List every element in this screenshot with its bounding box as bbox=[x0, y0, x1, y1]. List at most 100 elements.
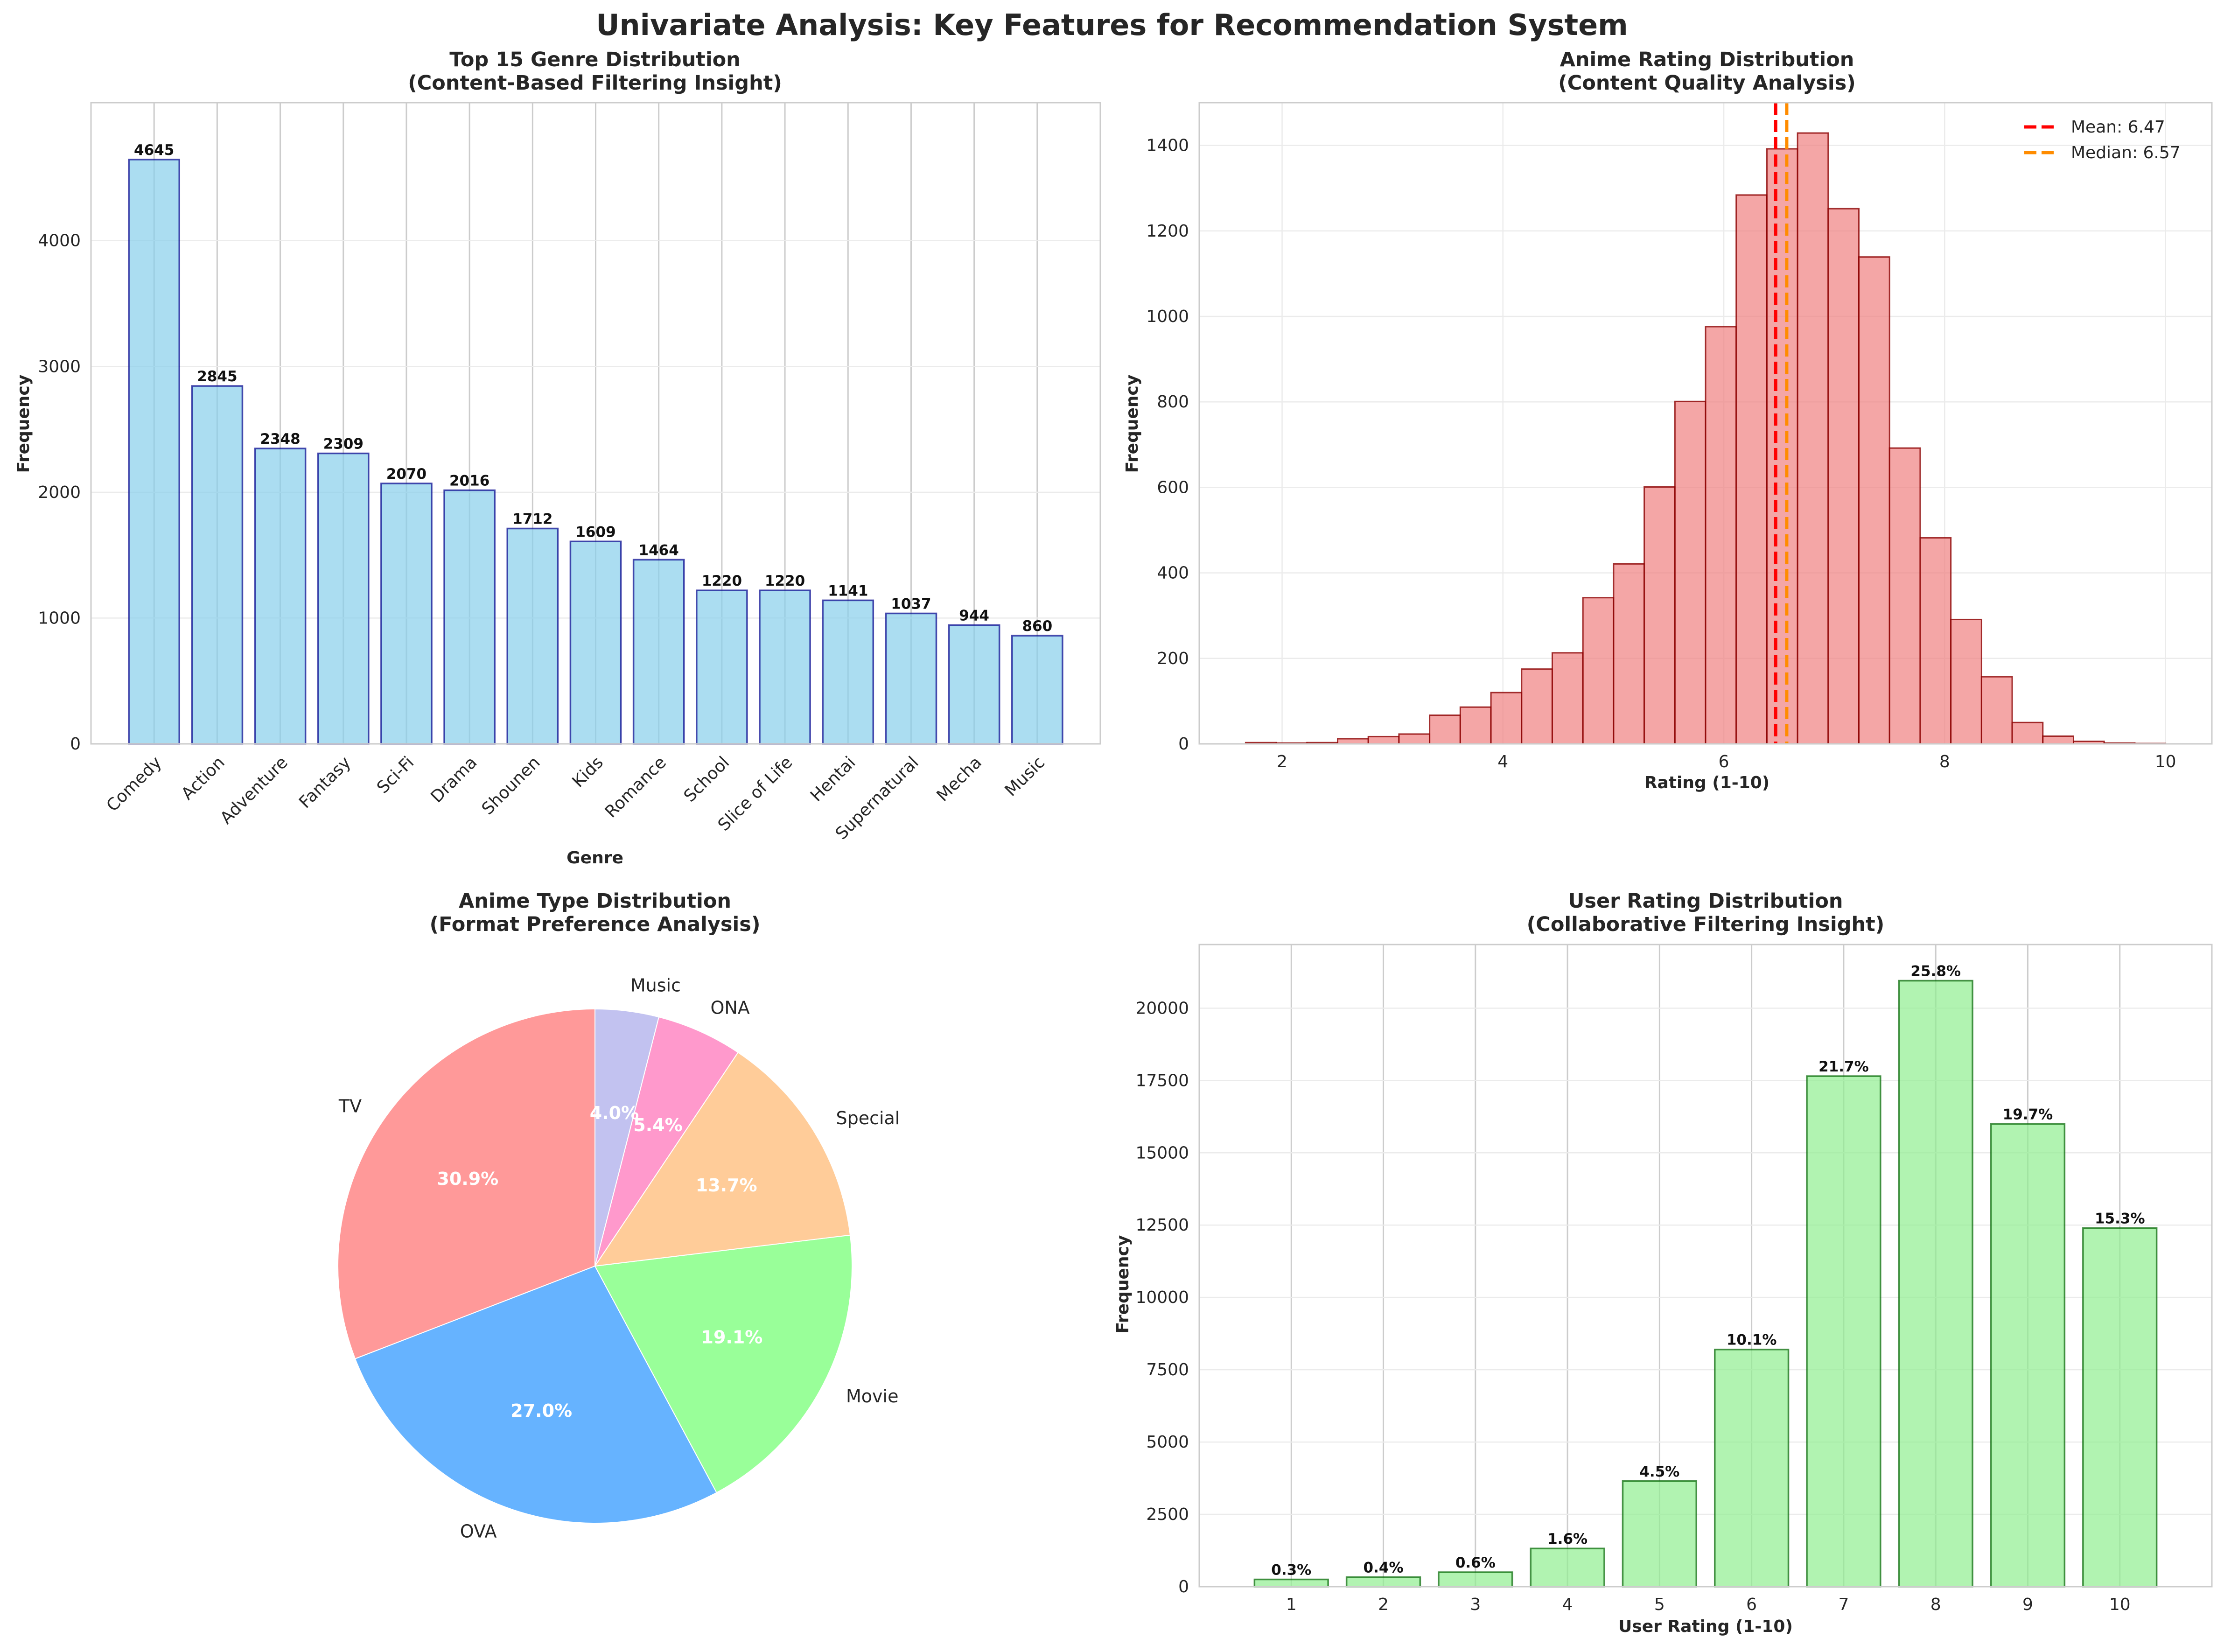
pie-slice-movie bbox=[594, 1234, 853, 1493]
genre-bar-value-label: 1220 bbox=[765, 573, 805, 589]
genre-bar-value-label: 1712 bbox=[512, 511, 553, 527]
pie-slice-tv bbox=[337, 1008, 595, 1359]
user-rating-bar bbox=[1438, 1571, 1513, 1588]
genre-chart-title: Top 15 Genre Distribution bbox=[449, 48, 741, 71]
genre-bar bbox=[317, 452, 370, 745]
user-rating-pct-label: 25.8% bbox=[1910, 963, 1961, 980]
user-rating-y-tick-label: 5000 bbox=[1146, 1433, 1189, 1452]
rating-y-tick-label: 1000 bbox=[1146, 307, 1189, 326]
rating-histogram-bin bbox=[1766, 148, 1798, 745]
genre-bar bbox=[948, 624, 1000, 745]
pie-pct-label: 19.1% bbox=[701, 1327, 763, 1347]
user-rating-y-tick-label: 15000 bbox=[1135, 1143, 1189, 1162]
rating-y-tick-label: 600 bbox=[1157, 478, 1189, 497]
user-rating-bar-chart: User Rating Distribution (Collaborative … bbox=[1113, 889, 2213, 1636]
rating-y-tick-label: 400 bbox=[1157, 564, 1189, 583]
genre-bar-value-label: 1609 bbox=[575, 524, 615, 540]
pie-pct-label: 30.9% bbox=[437, 1169, 498, 1189]
user-rating-x-tick-label: 9 bbox=[2022, 1595, 2033, 1614]
rating-histogram-bin bbox=[1521, 668, 1553, 745]
rating-histogram-bin bbox=[1858, 256, 1890, 745]
rating-chart-subtitle: (Content Quality Analysis) bbox=[1558, 71, 1856, 95]
pie-pct-label: 13.7% bbox=[696, 1175, 757, 1196]
genre-axes-frame bbox=[90, 102, 1101, 745]
rating-histogram-bin bbox=[1367, 735, 1400, 745]
pie-slice-label: TV bbox=[338, 1096, 362, 1116]
genre-x-axis-label: Genre bbox=[566, 848, 623, 868]
rating-y-tick-label: 0 bbox=[1178, 735, 1189, 754]
rating-histogram-bin bbox=[2011, 721, 2044, 745]
genre-bar-value-label: 2348 bbox=[260, 431, 300, 448]
rating-histogram-bin bbox=[1674, 400, 1706, 745]
user-rating-pct-label: 0.6% bbox=[1455, 1554, 1496, 1571]
rating-x-tick-label: 8 bbox=[1939, 752, 1950, 771]
rating-histogram-bin bbox=[2042, 735, 2074, 745]
user-rating-y-tick-label: 0 bbox=[1178, 1577, 1189, 1596]
user-rating-x-tick-label: 6 bbox=[1746, 1595, 1757, 1614]
user-rating-y-tick-label: 7500 bbox=[1146, 1360, 1189, 1379]
rating-x-tick-label: 4 bbox=[1497, 752, 1508, 771]
user-rating-pct-label: 0.3% bbox=[1271, 1562, 1311, 1579]
rating-y-tick-label: 200 bbox=[1157, 649, 1189, 668]
genre-bar bbox=[380, 483, 433, 745]
genre-bar bbox=[822, 599, 874, 745]
user-rating-y-tick-label: 10000 bbox=[1135, 1288, 1189, 1307]
user-rating-bar bbox=[1345, 1576, 1421, 1588]
genre-y-tick-label: 4000 bbox=[38, 231, 81, 251]
user-rating-y-axis-label: Frequency bbox=[1113, 1235, 1133, 1334]
user-rating-bar bbox=[1253, 1578, 1329, 1588]
pie-slice-label: OVA bbox=[460, 1521, 497, 1541]
user-rating-x-tick-label: 2 bbox=[1378, 1595, 1389, 1614]
rating-histogram-bin bbox=[1797, 132, 1829, 745]
genre-bar-value-label: 860 bbox=[1022, 618, 1052, 635]
rating-histogram-bin bbox=[1429, 714, 1461, 745]
user-rating-chart-subtitle: (Collaborative Filtering Insight) bbox=[1527, 913, 1885, 936]
user-rating-pct-label: 21.7% bbox=[1818, 1058, 1869, 1075]
genre-bar bbox=[443, 489, 496, 745]
genre-bar-value-label: 1220 bbox=[702, 573, 742, 589]
type-chart-subtitle: (Format Preference Analysis) bbox=[430, 913, 761, 936]
genre-bar-value-label: 4645 bbox=[134, 142, 174, 159]
user-rating-x-tick-label: 3 bbox=[1470, 1595, 1481, 1614]
pie-slice-label: Movie bbox=[846, 1386, 898, 1407]
genre-bar-value-label: 2309 bbox=[323, 436, 364, 453]
rating-y-axis-label: Frequency bbox=[1123, 375, 1142, 473]
user-rating-x-tick-label: 8 bbox=[1930, 1595, 1941, 1614]
genre-bar-value-label: 2845 bbox=[197, 368, 237, 385]
user-rating-bar bbox=[2082, 1227, 2158, 1588]
rating-histogram-bin bbox=[1337, 738, 1369, 745]
rating-x-tick-label: 2 bbox=[1277, 752, 1287, 771]
user-rating-pct-label: 19.7% bbox=[2003, 1106, 2053, 1123]
genre-bar bbox=[696, 589, 748, 745]
user-rating-x-tick-label: 10 bbox=[2109, 1595, 2131, 1614]
rating-histogram-bin bbox=[1398, 733, 1431, 745]
user-rating-y-tick-label: 12500 bbox=[1135, 1216, 1189, 1235]
figure-title: Univariate Analysis: Key Features for Re… bbox=[596, 8, 1628, 42]
pie-slice-music bbox=[594, 1008, 660, 1267]
user-rating-pct-label: 0.4% bbox=[1364, 1560, 1404, 1576]
legend-mean-label: Mean: 6.47 bbox=[2071, 118, 2165, 137]
rating-axes-frame bbox=[1198, 102, 2213, 745]
rating-histogram-bin bbox=[1582, 597, 1615, 745]
user-rating-pct-label: 15.3% bbox=[2095, 1210, 2145, 1227]
genre-bar bbox=[759, 589, 811, 745]
user-rating-pct-label: 1.6% bbox=[1547, 1531, 1588, 1547]
genre-bar-value-label: 944 bbox=[959, 608, 989, 624]
genre-y-tick-label: 1000 bbox=[38, 609, 81, 628]
rating-chart-title: Anime Rating Distribution bbox=[1560, 48, 1854, 71]
genre-y-axis-label: Frequency bbox=[14, 375, 33, 473]
rating-x-tick-label: 10 bbox=[2155, 752, 2176, 771]
genre-y-tick-label: 0 bbox=[70, 735, 81, 754]
user-rating-chart-title: User Rating Distribution bbox=[1568, 889, 1843, 913]
user-rating-bar bbox=[1806, 1075, 1881, 1588]
rating-histogram: Anime Rating Distribution (Content Quali… bbox=[1123, 48, 2213, 792]
genre-chart-subtitle: (Content-Based Filtering Insight) bbox=[408, 71, 782, 95]
genre-bar bbox=[506, 527, 559, 745]
rating-histogram-bin bbox=[1613, 563, 1645, 745]
rating-y-tick-label: 1200 bbox=[1146, 222, 1189, 241]
genre-bar bbox=[191, 385, 244, 745]
rating-histogram-bin bbox=[1490, 692, 1523, 745]
rating-y-tick-label: 800 bbox=[1157, 392, 1189, 412]
rating-histogram-bin bbox=[1950, 618, 1982, 745]
rating-histogram-bin bbox=[1459, 706, 1492, 745]
